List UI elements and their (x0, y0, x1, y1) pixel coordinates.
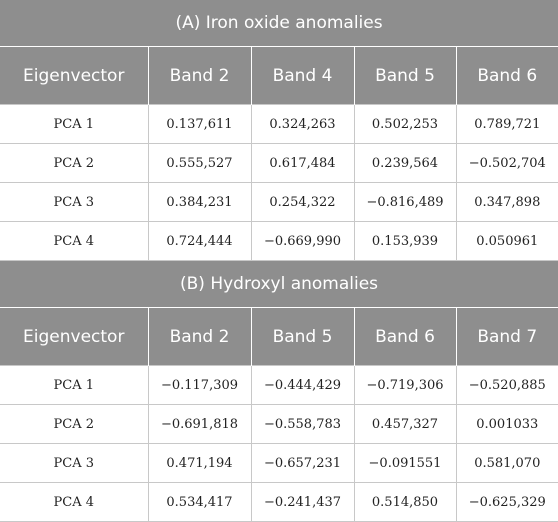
table-cell: 0.050961 (455, 221, 558, 261)
row-label: PCA 3 (0, 182, 149, 222)
table-cell: −0.657,231 (250, 443, 355, 483)
table-cell: −0.691,818 (147, 404, 252, 444)
column-header: Band 4 (250, 46, 354, 105)
table-cell: −0.091551 (353, 443, 457, 483)
table-cell: 0.555,527 (147, 143, 252, 183)
table-cell: −0.816,489 (353, 182, 457, 222)
table-cell: 0.384,231 (147, 182, 252, 222)
table-cell: −0.241,437 (250, 482, 355, 522)
table-cell: −0.444,429 (250, 365, 355, 405)
table-cell: 0.581,070 (455, 443, 558, 483)
table-cell: 0.724,444 (147, 221, 252, 261)
table-cell: −0.502,704 (455, 143, 558, 183)
column-header: Band 7 (455, 307, 558, 366)
section-title-row: (A) Iron oxide anomalies (0, 0, 558, 47)
table-row: PCA 4 0.724,444 −0.669,990 0.153,939 0.0… (0, 221, 558, 261)
column-header: Band 5 (250, 307, 354, 366)
column-header: Band 2 (147, 307, 251, 366)
table-cell: −0.117,309 (147, 365, 252, 405)
column-header: Eigenvector (0, 46, 148, 105)
row-label: PCA 2 (0, 404, 149, 444)
table-cell: 0.239,564 (353, 143, 457, 183)
table-row: PCA 4 0.534,417 −0.241,437 0.514,850 −0.… (0, 482, 558, 522)
table-cell: 0.153,939 (353, 221, 457, 261)
table-cell: 0.347,898 (455, 182, 558, 222)
table-cell: 0.789,721 (455, 104, 558, 144)
table-cell: 0.617,484 (250, 143, 355, 183)
column-header: Band 2 (147, 46, 251, 105)
row-label: PCA 1 (0, 365, 149, 405)
column-header: Band 6 (353, 307, 456, 366)
table-cell: 0.254,322 (250, 182, 355, 222)
row-label: PCA 4 (0, 482, 149, 522)
table-cell: 0.502,253 (353, 104, 457, 144)
table-cell: 0.471,194 (147, 443, 252, 483)
table-row: PCA 2 0.555,527 0.617,484 0.239,564 −0.5… (0, 143, 558, 183)
table-cell: 0.534,417 (147, 482, 252, 522)
section-title: (A) Iron oxide anomalies (0, 0, 558, 47)
table-cell: −0.625,329 (455, 482, 558, 522)
table-cell: 0.324,263 (250, 104, 355, 144)
column-header: Band 6 (455, 46, 558, 105)
column-header-row: Eigenvector Band 2 Band 4 Band 5 Band 6 (0, 46, 558, 105)
table-row: PCA 3 0.384,231 0.254,322 −0.816,489 0.3… (0, 182, 558, 222)
row-label: PCA 3 (0, 443, 149, 483)
table-cell: −0.558,783 (250, 404, 355, 444)
table-row: PCA 2 −0.691,818 −0.558,783 0.457,327 0.… (0, 404, 558, 444)
row-label: PCA 4 (0, 221, 149, 261)
section-title-row: (B) Hydroxyl anomalies (0, 260, 558, 308)
row-label: PCA 2 (0, 143, 149, 183)
column-header: Eigenvector (0, 307, 148, 366)
table-cell: 0.137,611 (147, 104, 252, 144)
column-header: Band 5 (353, 46, 456, 105)
table-cell: −0.719,306 (353, 365, 457, 405)
table-row: PCA 1 0.137,611 0.324,263 0.502,253 0.78… (0, 104, 558, 144)
table-cell: 0.514,850 (353, 482, 457, 522)
section-title: (B) Hydroxyl anomalies (0, 260, 558, 308)
table-cell: 0.001033 (455, 404, 558, 444)
table-cell: −0.669,990 (250, 221, 355, 261)
row-label: PCA 1 (0, 104, 149, 144)
table-cell: −0.520,885 (455, 365, 558, 405)
table-row: PCA 3 0.471,194 −0.657,231 −0.091551 0.5… (0, 443, 558, 483)
table-row: PCA 1 −0.117,309 −0.444,429 −0.719,306 −… (0, 365, 558, 405)
table-cell: 0.457,327 (353, 404, 457, 444)
column-header-row: Eigenvector Band 2 Band 5 Band 6 Band 7 (0, 307, 558, 366)
